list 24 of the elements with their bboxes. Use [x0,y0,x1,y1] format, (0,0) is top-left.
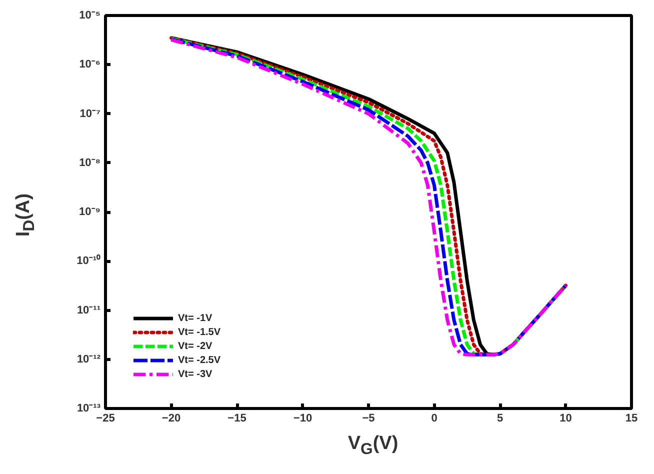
x-tick-label: −10 [293,412,312,424]
y-tick-label: 10⁻⁶ [79,58,101,71]
y-tick-label: 10⁻⁷ [80,108,101,120]
legend-label: Vt= -2.5V [178,354,221,366]
x-tick-label: −15 [228,412,246,424]
y-tick-label: 10⁻⁹ [79,206,101,218]
y-tick-label: 10⁻¹² [76,353,101,366]
x-tick-label: −5 [362,412,375,424]
x-axis-title: V$_{G}$(V) [348,432,398,460]
x-tick-label: 10 [560,412,572,424]
y-tick-label: 10⁻⁸ [79,156,101,169]
x-tick-label: −25 [96,412,115,424]
x-tick-label: −20 [162,412,181,424]
y-tick-label: 10⁻¹⁰ [76,254,101,268]
x-tick-label: 0 [431,412,438,424]
x-tick-label: 5 [496,412,504,424]
y-tick-label: 10⁻¹³ [76,402,101,414]
y-tick-label: 10⁻¹¹ [76,304,101,316]
legend-label: Vt= -2V [178,340,212,352]
legend-label: Vt= -1V [178,312,212,324]
x-tick-label: 15 [625,412,638,424]
y-tick-label: 10⁻⁵ [79,10,101,22]
legend-label: Vt= -3V [178,368,212,380]
legend-label: Vt= -1.5V [178,326,221,338]
